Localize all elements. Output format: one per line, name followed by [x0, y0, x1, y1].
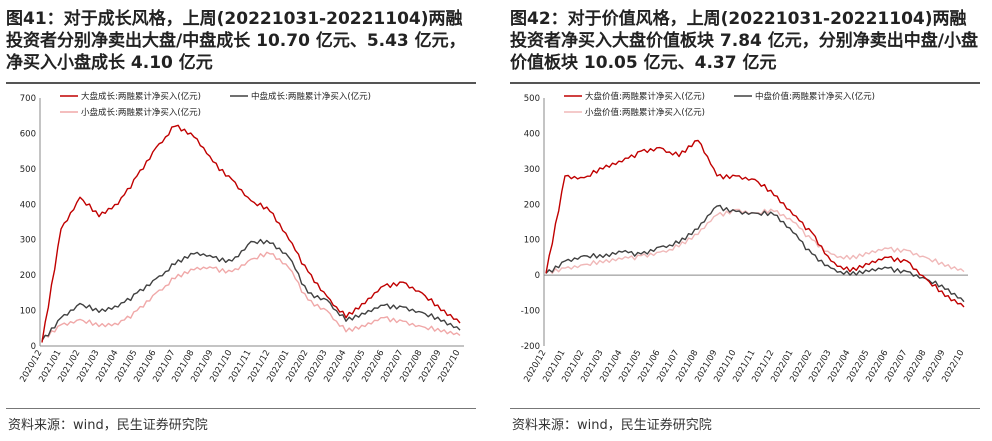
chart-panel-growth: 图41：对于成长风格，上周(20221031-20221104)两融投资者分别净… [6, 0, 486, 441]
y-tick-label: -100 [521, 307, 540, 317]
chart-title: 图41：对于成长风格，上周(20221031-20221104)两融投资者分别净… [6, 9, 466, 73]
legend-label: 中盘价值:两融累计净买入(亿元) [755, 91, 875, 102]
y-tick-label: 0 [535, 271, 540, 281]
series-line [41, 124, 461, 343]
y-tick-label: 200 [20, 271, 36, 281]
y-tick-label: -200 [521, 342, 540, 352]
legend-label: 大盘成长:两融累计净买入(亿元) [81, 91, 201, 102]
value-chart: -200-10001002003004005002020/122021/0120… [521, 91, 968, 384]
source-divider [6, 408, 476, 409]
series-line [545, 208, 965, 274]
series-line [545, 139, 965, 308]
title-divider [510, 82, 980, 84]
series-line [545, 204, 965, 303]
title-divider [6, 82, 476, 84]
source-note: 资料来源：wind，民生证券研究院 [512, 418, 712, 433]
y-tick-label: 700 [20, 94, 36, 104]
series-line [41, 251, 461, 340]
y-tick-label: 500 [20, 165, 36, 175]
source-note: 资料来源：wind，民生证券研究院 [8, 418, 208, 433]
source-divider [510, 408, 980, 409]
y-tick-label: 100 [524, 236, 540, 246]
growth-chart: 01002003004005006007002020/122021/012021… [18, 91, 464, 384]
y-tick-label: 200 [524, 200, 540, 210]
y-tick-label: 600 [20, 129, 36, 139]
y-tick-label: 300 [20, 236, 36, 246]
y-tick-label: 400 [20, 200, 36, 210]
chart-title: 图42：对于价值风格，上周(20221031-20221104)两融投资者净买入… [510, 9, 978, 73]
legend-label: 小盘价值:两融累计净买入(亿元) [585, 107, 705, 118]
series-line [41, 238, 461, 342]
y-tick-label: 500 [524, 94, 540, 104]
legend-label: 中盘成长:两融累计净买入(亿元) [251, 91, 371, 102]
legend-label: 大盘价值:两融累计净买入(亿元) [585, 91, 705, 102]
chart-panel-value: 图42：对于价值风格，上周(20221031-20221104)两融投资者净买入… [510, 0, 990, 441]
y-tick-label: 0 [31, 342, 36, 352]
y-tick-label: 100 [20, 307, 36, 317]
y-tick-label: 400 [524, 129, 540, 139]
legend-label: 小盘成长:两融累计净买入(亿元) [81, 107, 201, 118]
y-tick-label: 300 [524, 165, 540, 175]
